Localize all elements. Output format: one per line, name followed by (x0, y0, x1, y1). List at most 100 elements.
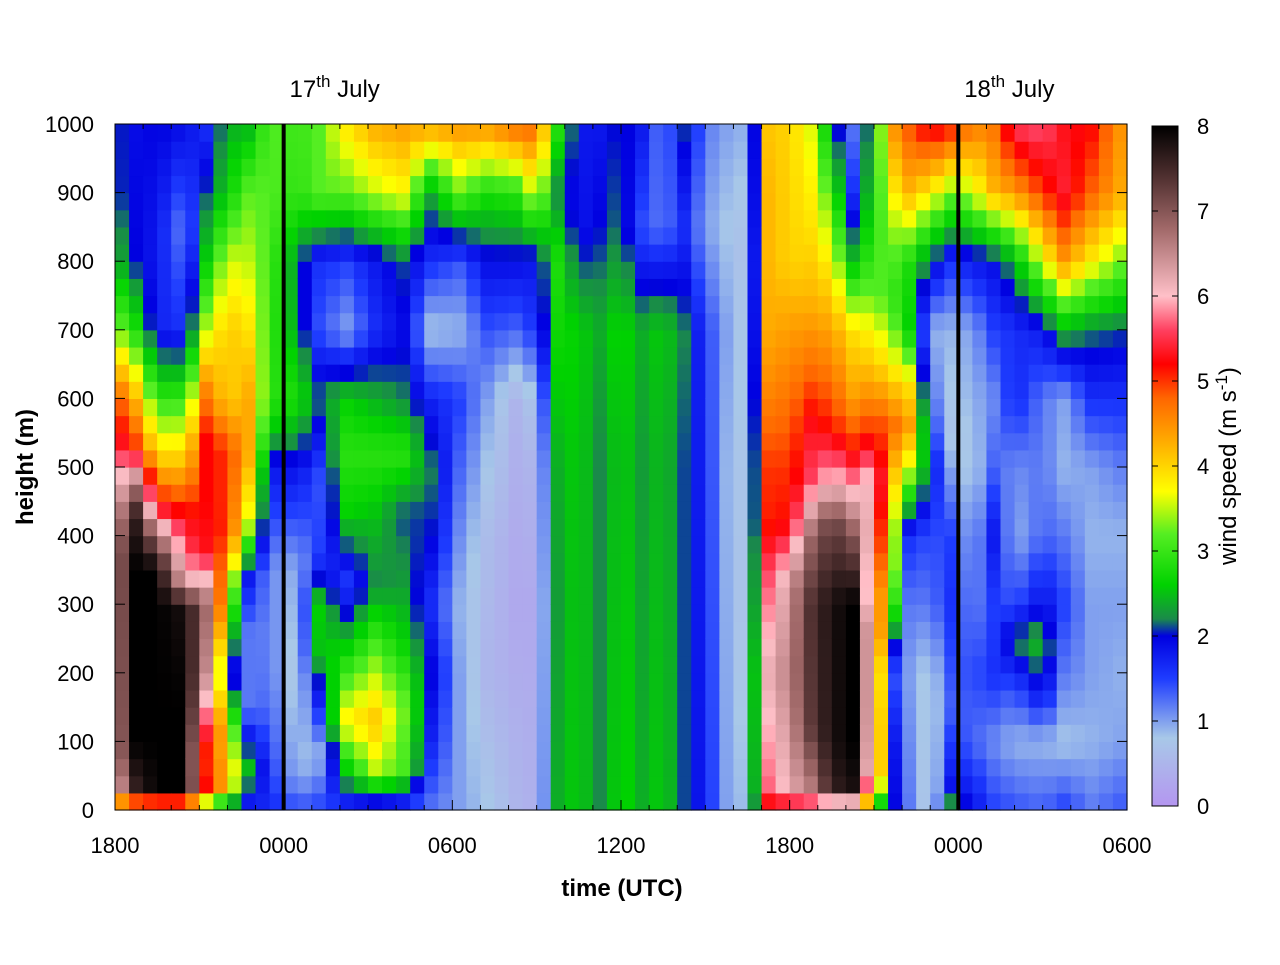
heatmap-cell (368, 261, 383, 279)
colorbar-tick-label: 5 (1197, 369, 1209, 394)
heatmap-cell (157, 707, 172, 725)
heatmap-cell (972, 295, 988, 314)
heatmap-cell (888, 346, 903, 365)
heatmap-cell (227, 312, 243, 331)
heatmap-cell (396, 552, 411, 571)
heatmap-cell (705, 741, 720, 760)
heatmap-cell (958, 432, 973, 451)
heatmap-cell (663, 209, 678, 228)
heatmap-cell (747, 621, 763, 640)
heatmap-cell (859, 141, 875, 159)
heatmap-cell (845, 364, 861, 382)
heatmap-cell (986, 192, 1002, 211)
heatmap-cell (564, 501, 580, 520)
heatmap-cell (944, 432, 959, 451)
heatmap-cell (747, 415, 763, 434)
heatmap-cell (775, 707, 791, 725)
heatmap-cell (480, 552, 496, 571)
heatmap-cell (185, 158, 200, 177)
heatmap-cell (1112, 707, 1128, 725)
heatmap-cell (311, 329, 327, 348)
heatmap-cell (269, 346, 285, 365)
heatmap-cell (466, 398, 482, 417)
heatmap-cell (775, 226, 791, 245)
heatmap-cell (930, 192, 945, 211)
heatmap-cell (438, 467, 453, 485)
heatmap-cell (311, 724, 327, 742)
heatmap-cell (902, 278, 917, 297)
heatmap-cell (986, 312, 1002, 331)
heatmap-cell (1042, 192, 1058, 211)
heatmap-cell (789, 381, 805, 399)
heatmap-cell (916, 621, 931, 640)
heatmap-cell (649, 587, 664, 605)
heatmap-cell (241, 449, 257, 468)
heatmap-cell (1070, 364, 1086, 382)
heatmap-cell (677, 724, 692, 742)
heatmap-cell (438, 432, 453, 451)
heatmap-cell (325, 449, 341, 468)
heatmap-cell (269, 209, 285, 228)
heatmap-cell (1112, 775, 1128, 794)
heatmap-cell (255, 329, 271, 348)
heatmap-cell (283, 158, 299, 177)
heatmap-cell (157, 415, 172, 434)
heatmap-cell (1000, 758, 1016, 777)
heatmap-cell (663, 707, 678, 725)
heatmap-cell (888, 329, 903, 348)
heatmap-cell (311, 192, 327, 211)
heatmap-cell (1112, 141, 1128, 159)
heatmap-cell (606, 467, 622, 485)
heatmap-cell (297, 244, 313, 262)
heatmap-cell (902, 192, 917, 211)
heatmap-cell (325, 295, 341, 314)
heatmap-cell (578, 775, 594, 794)
heatmap-cell (550, 621, 566, 640)
heatmap-cell (466, 141, 482, 159)
heatmap-cell (297, 552, 313, 571)
heatmap-cell (494, 758, 510, 777)
heatmap-cell (353, 501, 369, 520)
heatmap-cell (157, 724, 172, 742)
heatmap-cell (466, 587, 482, 605)
heatmap-cell (1000, 158, 1016, 177)
heatmap-cell (874, 587, 889, 605)
heatmap-cell (930, 467, 945, 485)
heatmap-cell (888, 621, 903, 640)
heatmap-cell (831, 552, 847, 571)
heatmap-cell (817, 707, 833, 725)
heatmap-cell (325, 689, 341, 708)
heatmap-cell (930, 655, 945, 674)
heatmap-cell (241, 724, 257, 742)
heatmap-cell (1000, 655, 1016, 674)
heatmap-cell (213, 261, 229, 279)
heatmap-cell (143, 535, 158, 554)
heatmap-cell (1098, 467, 1114, 485)
heatmap-cell (227, 158, 243, 177)
heatmap-cell (227, 724, 243, 742)
heatmap-cell (129, 792, 144, 811)
heatmap-cell (115, 192, 130, 211)
heatmap-cell (410, 604, 425, 622)
heatmap-cell (452, 758, 467, 777)
heatmap-cell (845, 329, 861, 348)
heatmap-cell (761, 724, 777, 742)
heatmap-cell (382, 707, 397, 725)
heatmap-cell (255, 587, 271, 605)
heatmap-cell (874, 192, 889, 211)
heatmap-cell (227, 587, 243, 605)
colorbar-tick-label: 2 (1197, 624, 1209, 649)
heatmap-cell (1098, 364, 1114, 382)
heatmap-cell (522, 192, 538, 211)
heatmap-cell (143, 381, 158, 399)
heatmap-cell (382, 518, 397, 537)
heatmap-cell (803, 621, 819, 640)
heatmap-cell (311, 655, 327, 674)
heatmap-cell (761, 501, 777, 520)
heatmap-cell (719, 501, 735, 520)
heatmap-cell (325, 484, 341, 502)
heatmap-cell (185, 432, 200, 451)
heatmap-cell (494, 381, 510, 399)
heatmap-cell (283, 432, 299, 451)
heatmap-cell (705, 449, 720, 468)
